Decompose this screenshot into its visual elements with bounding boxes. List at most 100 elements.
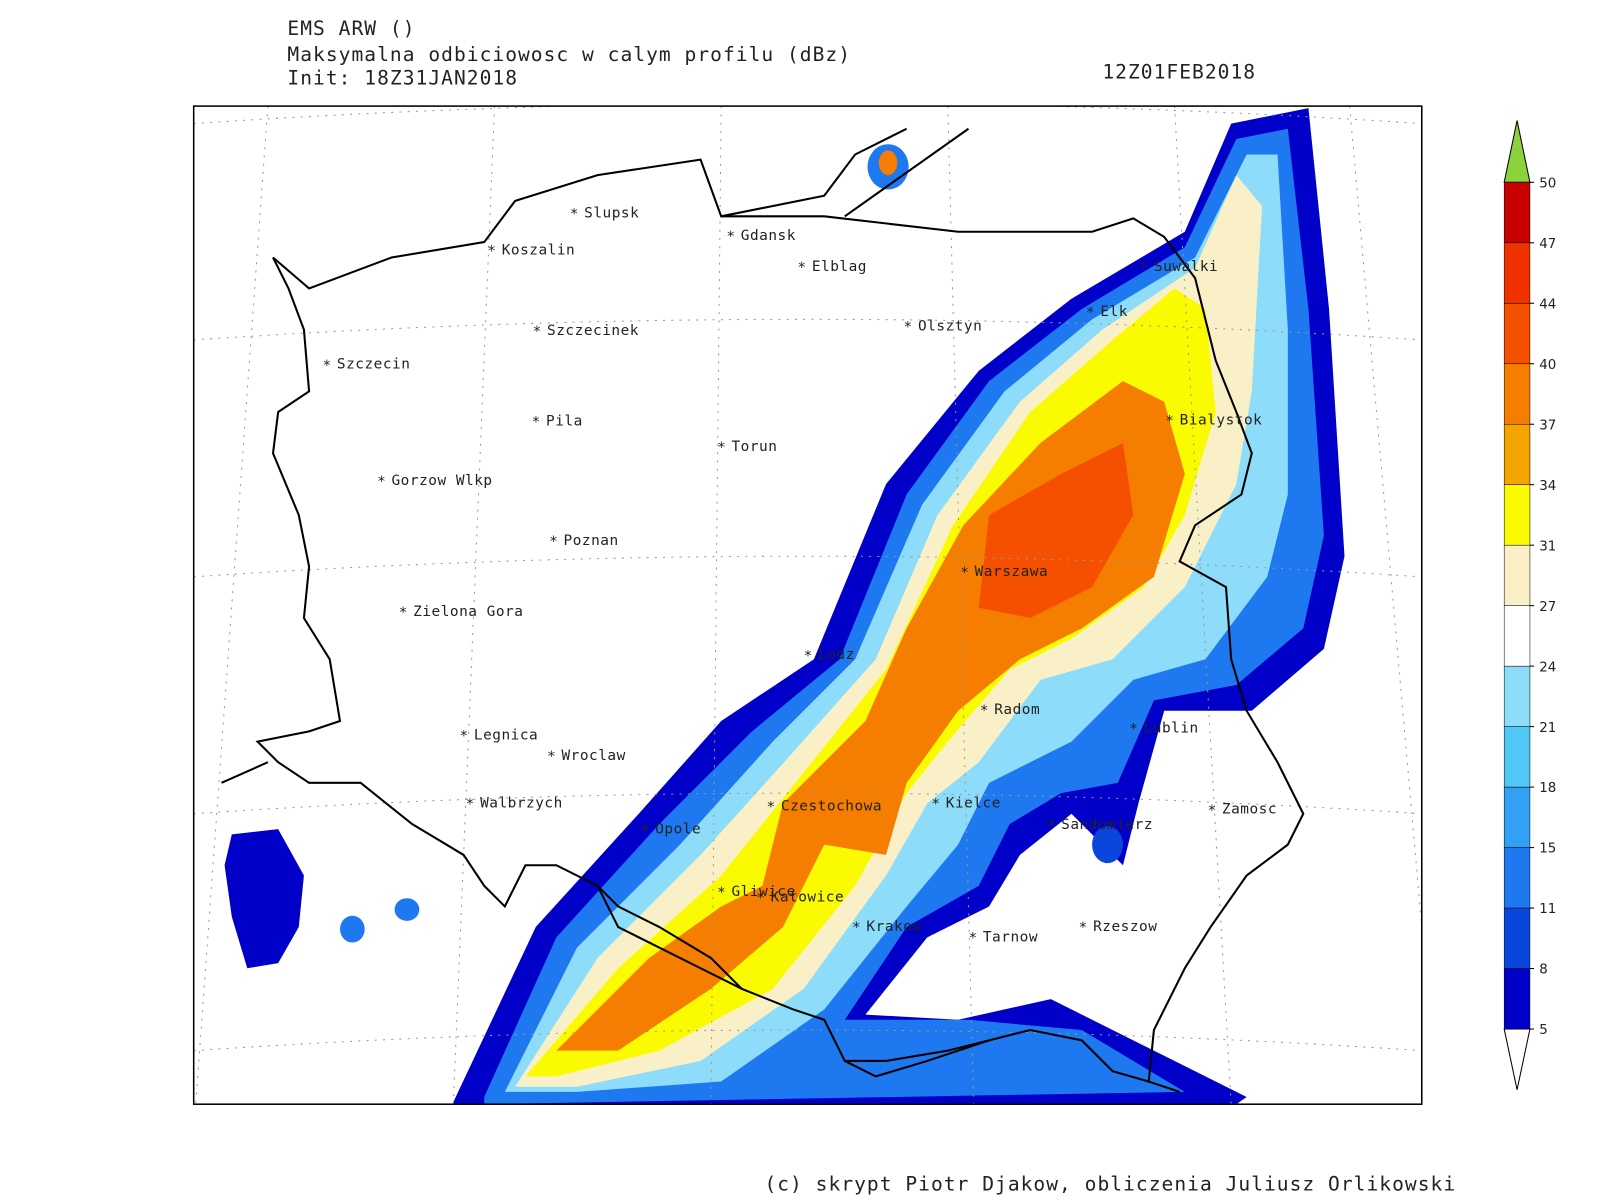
city-label: Slupsk — [584, 205, 639, 221]
city-label: Poznan — [564, 533, 619, 549]
city-label: Legnica — [474, 728, 538, 744]
colorbar-under — [1503, 1028, 1531, 1090]
city-label: Warszawa — [975, 564, 1049, 580]
colorbar-label: 47 — [1539, 237, 1556, 252]
colorbar-label: 40 — [1539, 358, 1556, 373]
init-time: Init: 18Z31JAN2018 — [287, 66, 518, 89]
city-label: Katowice — [771, 889, 845, 905]
echo-40 — [978, 442, 1134, 619]
border-outer — [221, 127, 1180, 1093]
city-marker: * — [570, 206, 579, 222]
credit: (c) skrypt Piotr Djakow, obliczenia Juli… — [764, 1173, 1456, 1196]
colorbar-label: 31 — [1539, 539, 1556, 554]
echo-lublin — [1092, 826, 1123, 864]
colorbar-box — [1503, 726, 1531, 788]
city-marker: * — [1086, 305, 1095, 321]
city-label: Gorzow Wlkp — [392, 473, 493, 489]
colorbar-box — [1503, 544, 1531, 606]
city-marker: * — [931, 797, 940, 813]
city-label: Olsztyn — [918, 319, 982, 335]
city-marker: * — [797, 260, 806, 276]
city-marker: * — [960, 565, 969, 581]
city-marker: * — [1129, 721, 1138, 737]
city-marker: * — [399, 605, 408, 621]
colorbar-box — [1503, 786, 1531, 848]
city-label: Bialystok — [1180, 412, 1263, 428]
city-label: Tarnow — [983, 929, 1038, 945]
city-marker: * — [377, 474, 386, 490]
city-marker: * — [487, 243, 496, 259]
border — [255, 158, 1305, 1083]
colorbar-box — [1503, 847, 1531, 909]
city-label: Zamosc — [1222, 802, 1277, 818]
city-marker: * — [459, 729, 468, 745]
city-marker: * — [1047, 818, 1056, 834]
city-marker: * — [852, 920, 861, 936]
city-marker: * — [532, 414, 541, 430]
colorbar: 5 8 11 15 18 21 24 27 31 34 37 40 44 47 50 — [1503, 120, 1556, 1090]
city-marker: * — [549, 534, 558, 550]
city-label: Radom — [994, 702, 1040, 718]
city-marker: * — [968, 930, 977, 946]
echo-sw3 — [339, 915, 365, 943]
city-label: Krakow — [866, 919, 921, 935]
city-label: Lodz — [818, 647, 855, 663]
map: * Slupsk* Koszalin* Gdansk* Elblag * Suwalki* E… — [192, 105, 1423, 1105]
city-label: Szczecin — [337, 357, 411, 373]
city-marker: * — [641, 822, 650, 838]
city-marker: * — [804, 648, 813, 664]
city-marker: * — [533, 324, 542, 340]
city-marker: * — [756, 890, 765, 906]
city-label: Kielce — [946, 796, 1001, 812]
city-label: Gliwice — [731, 884, 795, 900]
graticule — [193, 106, 1422, 1105]
city-marker: * — [547, 749, 556, 765]
city-marker: * — [717, 885, 726, 901]
city-marker: * — [1139, 260, 1148, 276]
colorbar-box — [1503, 423, 1531, 485]
colorbar-over — [1503, 120, 1531, 183]
colorbar-label: 27 — [1539, 600, 1556, 615]
colorbar-label: 8 — [1539, 963, 1548, 978]
valid-time: 12Z01FEB2018 — [1102, 60, 1256, 83]
city-label: Gdansk — [741, 228, 796, 244]
city-label: Szczecinek — [547, 323, 639, 339]
city-label: Elk — [1100, 304, 1128, 320]
colorbar-label: 44 — [1539, 297, 1556, 312]
city-label: Sandomierz — [1061, 817, 1153, 833]
colorbar-label: 5 — [1539, 1023, 1548, 1038]
city-label: Torun — [731, 439, 777, 455]
city-marker: * — [726, 229, 735, 245]
map-frame — [192, 105, 1423, 1105]
model-title: EMS ARW () — [287, 17, 415, 40]
city-label: Walbrzych — [480, 796, 563, 812]
city-label: Pila — [546, 413, 583, 429]
colorbar-label: 50 — [1539, 176, 1556, 191]
city-marker: * — [1079, 920, 1088, 936]
city-label: Zielona Gora — [413, 604, 523, 620]
colorbar-label: 18 — [1539, 781, 1556, 796]
colorbar-label: 11 — [1539, 902, 1556, 917]
colorbar-label: 34 — [1539, 479, 1556, 494]
city-marker: * — [767, 800, 776, 816]
city-label: Suwalki — [1154, 259, 1218, 275]
colorbar-box — [1503, 605, 1531, 667]
city-marker: * — [322, 358, 331, 374]
colorbar-box — [1503, 665, 1531, 727]
city-label: Opole — [655, 821, 701, 837]
city-label: Rzeszow — [1093, 919, 1157, 935]
colorbar-box — [1503, 907, 1531, 969]
colorbar-label: 24 — [1539, 660, 1556, 675]
colorbar-box — [1503, 303, 1531, 365]
colorbar-box — [1503, 968, 1531, 1030]
colorbar-label: 21 — [1539, 721, 1556, 736]
colorbar-label: 15 — [1539, 842, 1556, 857]
colorbar-box — [1503, 363, 1531, 425]
city-label: Koszalin — [502, 242, 576, 258]
field-title: Maksymalna odbiciowosc w calym profilu (… — [287, 43, 851, 66]
city-labels: * Slupsk* Koszalin* Gdansk* Elblag * Suwalki* E… — [322, 205, 1277, 946]
city-marker: * — [1165, 413, 1174, 429]
echo-sw2 — [394, 898, 420, 921]
city-marker: * — [717, 440, 726, 456]
